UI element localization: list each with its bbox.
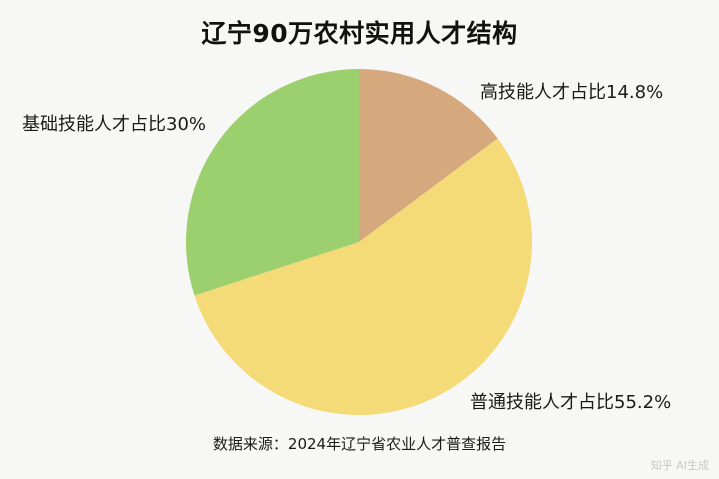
pie-slice-basic-skill bbox=[186, 69, 359, 296]
slice-label-high-skill: 高技能人才占比14.8% bbox=[480, 82, 663, 103]
slice-label-basic-skill: 基础技能人才占比30% bbox=[22, 114, 206, 135]
chart-title: 辽宁90万农村实用人才结构 bbox=[201, 19, 518, 48]
pie-slice-general-skill bbox=[194, 138, 533, 416]
slice-label-general-skill: 普通技能人才占比55.2% bbox=[470, 392, 671, 413]
pie-slices bbox=[186, 69, 533, 416]
pie-slice-high-skill bbox=[359, 69, 498, 242]
watermark: 知乎 AI生成 bbox=[650, 459, 709, 472]
data-source: 数据来源：2024年辽宁省农业人才普查报告 bbox=[212, 435, 507, 453]
